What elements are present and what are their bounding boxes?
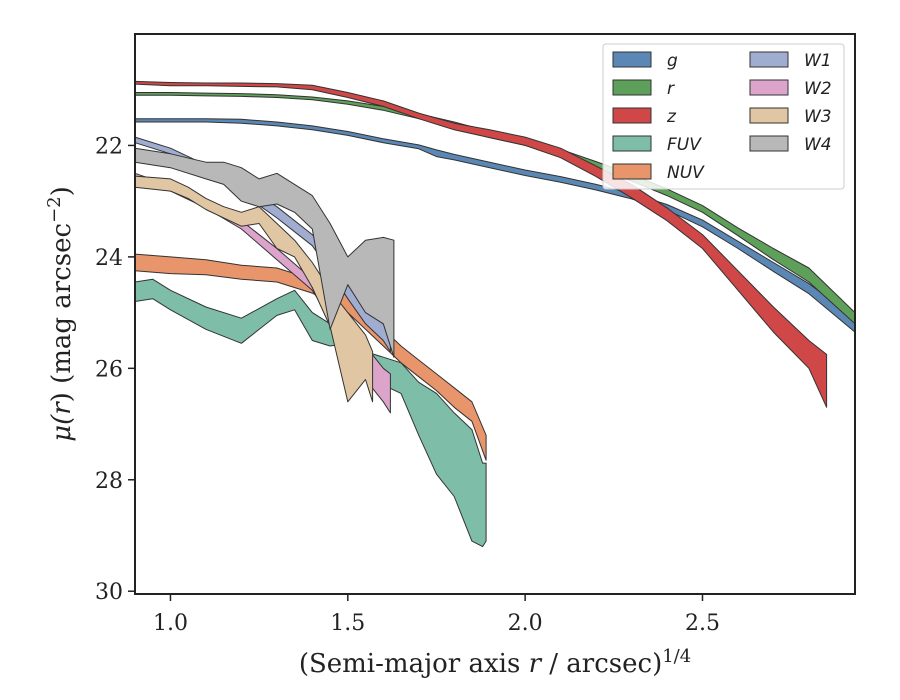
legend-label-z: z — [666, 107, 677, 127]
legend-label-w1: W1 — [804, 51, 832, 71]
y-tick-label: 28 — [95, 469, 123, 494]
x-tick-label: 2.0 — [508, 611, 543, 636]
series-layer — [134, 80, 856, 548]
legend-swatch-g — [612, 51, 652, 68]
x-axis: 1.0 1.5 2.0 2.5 — [153, 594, 720, 636]
legend-label-w4: W4 — [804, 135, 832, 155]
legend-label-fuv: FUV — [667, 135, 702, 155]
x-tick-label: 1.0 — [153, 611, 188, 636]
legend-swatch-nuv — [612, 163, 652, 180]
y-tick-label: 30 — [95, 580, 123, 605]
series-band-fuv — [134, 278, 487, 548]
legend-label-g: g — [667, 51, 678, 71]
legend-swatch-fuv — [612, 135, 652, 152]
legend-swatch-z — [612, 107, 652, 124]
legend-swatch-w3 — [749, 107, 789, 124]
x-tick-label: 1.5 — [330, 611, 365, 636]
legend-label-w3: W3 — [804, 107, 832, 127]
y-axis: 22 24 26 28 30 — [95, 134, 135, 605]
x-axis-label: (Semi-major axis r / arcsec)1/4 — [299, 646, 691, 679]
plot-frame — [134, 33, 856, 595]
legend-label-w2: W2 — [804, 79, 832, 99]
y-axis-label: μ(r) (mag arcsec−2) — [44, 186, 77, 442]
series-band-z — [134, 80, 828, 408]
legend-swatch-w1 — [749, 51, 789, 68]
series-band-w4 — [134, 147, 395, 358]
legend-label-nuv: NUV — [667, 163, 705, 183]
y-tick-label: 26 — [95, 357, 123, 382]
series-band-w2 — [134, 172, 391, 414]
legend-swatch-r — [612, 79, 652, 96]
legend-swatch-w2 — [749, 79, 789, 96]
legend: grz FUV NUV W1 W2 W3 W4 — [602, 43, 845, 190]
x-tick-label: 2.5 — [685, 611, 720, 636]
legend-label-r: r — [667, 79, 675, 99]
legend-swatch-w4 — [749, 135, 789, 152]
y-tick-label: 22 — [95, 134, 123, 159]
y-tick-label: 24 — [95, 246, 123, 271]
